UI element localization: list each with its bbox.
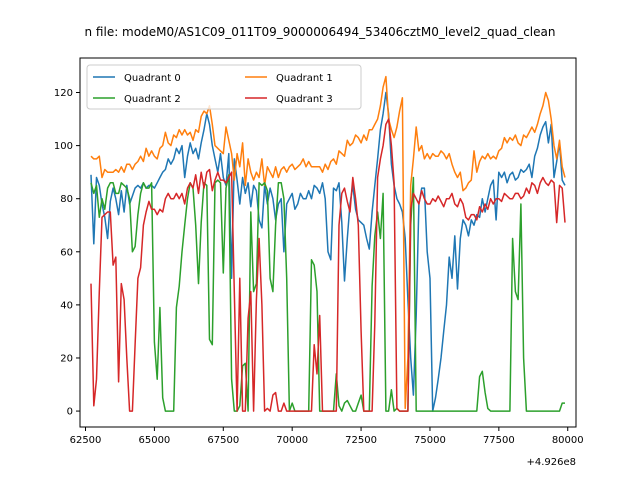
x-tick-label: 77500	[483, 435, 515, 446]
legend-label: Quadrant 3	[276, 94, 333, 105]
series-layer	[90, 75, 566, 412]
x-tick-label: 65000	[138, 435, 170, 446]
y-tick-label: 0	[67, 407, 73, 418]
chart-title: n file: modeM0/AS1C09_011T09_9000006494_…	[85, 25, 556, 39]
legend: Quadrant 0 Quadrant 1 Quadrant 2 Quadrant 3	[86, 64, 362, 110]
y-tick-label: 100	[54, 141, 73, 152]
series-line-quadrant-1	[90, 75, 566, 410]
legend-box	[86, 64, 362, 110]
y-tick-label: 120	[54, 88, 73, 99]
x-offset-label: +4.926e8	[526, 457, 576, 468]
series-line-quadrant-3	[90, 118, 566, 412]
x-axis: 62500 65000 67500 70000 72500 75000 77500 80000	[70, 427, 584, 446]
x-tick-label: 80000	[552, 435, 584, 446]
y-tick-label: 20	[60, 353, 73, 364]
y-tick-label: 40	[60, 300, 73, 311]
x-tick-label: 62500	[70, 435, 102, 446]
legend-label: Quadrant 2	[124, 94, 181, 105]
y-tick-label: 60	[60, 247, 73, 258]
legend-label: Quadrant 1	[276, 73, 333, 84]
plot-frame	[79, 57, 577, 428]
x-tick-label: 72500	[345, 435, 377, 446]
x-tick-label: 70000	[276, 435, 308, 446]
x-tick-label: 67500	[207, 435, 239, 446]
series-line-quadrant-0	[90, 91, 566, 412]
series-line-quadrant-2	[90, 174, 565, 412]
legend-label: Quadrant 0	[124, 73, 181, 84]
y-tick-label: 80	[60, 194, 73, 205]
y-axis: 0 20 40 60 80 100 120	[54, 88, 80, 418]
x-tick-label: 75000	[414, 435, 446, 446]
